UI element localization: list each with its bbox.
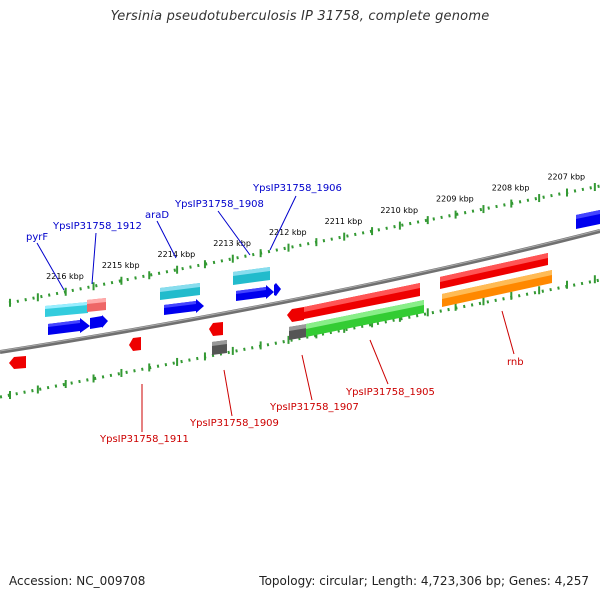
gene-red-small-2 <box>209 322 223 336</box>
gene-label-araD: araD <box>145 210 169 221</box>
gene-edge-blue-block <box>576 210 600 229</box>
lower-strand-features <box>9 270 552 369</box>
scale-label: 2212 kbp <box>269 228 307 237</box>
scale-label: 2215 kbp <box>102 261 140 270</box>
gene-label-YpsIP31758_1905: YpsIP31758_1905 <box>345 387 435 398</box>
gene-araD-block <box>160 283 200 300</box>
gene-label-YpsIP31758_1906: YpsIP31758_1906 <box>252 183 342 194</box>
lower-callout-lines <box>141 310 515 432</box>
gene-YpsIP31758_1907-block <box>289 324 307 340</box>
gene-label-YpsIP31758_1912: YpsIP31758_1912 <box>52 221 142 232</box>
accession-label: Accession: <box>9 574 73 588</box>
footer-accession: Accession: NC_009708 <box>9 574 145 588</box>
upper-callout-lines <box>36 195 297 291</box>
upper-strand-features <box>45 210 600 335</box>
scale-label: 2213 kbp <box>213 239 251 248</box>
length-value: 4,723,306 bp; <box>420 574 506 588</box>
gene-rnb-upper-block <box>440 253 548 289</box>
scale-label: 2210 kbp <box>380 206 418 215</box>
accession-value: NC_009708 <box>76 574 146 588</box>
scale-label: 2209 kbp <box>436 195 474 204</box>
topology-label: Topology: <box>259 574 316 588</box>
gene-label-YpsIP31758_1907: YpsIP31758_1907 <box>269 402 359 413</box>
gene-pyrF-block <box>45 302 88 317</box>
topology-value: circular; <box>319 574 368 588</box>
lower-scale-track <box>0 275 600 400</box>
genes-value: 4,257 <box>554 574 589 588</box>
scale-label: 2208 kbp <box>492 184 530 193</box>
gene-small-red-arrow <box>129 337 141 351</box>
gene-label-YpsIP31758_1911: YpsIP31758_1911 <box>99 434 189 445</box>
upper-scale-track <box>8 183 600 307</box>
gene-YpsIP31758_1911-arrow <box>9 356 26 369</box>
scale-label: 2211 kbp <box>325 217 363 226</box>
gene-label-YpsIP31758_1908: YpsIP31758_1908 <box>174 199 264 210</box>
gene-YpsIP31758_1908-block <box>233 267 270 285</box>
gene-araD-arrow <box>164 299 204 315</box>
gene-YpsIP31758_1908-arrow <box>236 285 274 301</box>
map-title: Yersinia pseudotuberculosis IP 31758, co… <box>110 9 490 24</box>
scale-labels: 2216 kbp 2215 kbp 2214 kbp 2213 kbp 2212 kbp… <box>46 173 585 281</box>
gene-YpsIP31758_1905-block <box>306 300 424 337</box>
scale-label: 2207 kbp <box>547 173 585 182</box>
gene-red-upper-block <box>304 283 420 319</box>
scale-label: 2216 kbp <box>46 272 84 281</box>
scale-label: 2214 kbp <box>158 250 196 259</box>
gene-label-rnb: rnb <box>507 357 524 368</box>
gene-label-YpsIP31758_1909: YpsIP31758_1909 <box>189 418 279 429</box>
gene-YpsIP31758_1912-block <box>87 298 106 312</box>
gene-YpsIP31758_1907-arrow <box>287 307 304 322</box>
gene-YpsIP31758_1909-block <box>212 340 227 355</box>
footer-stats: Topology: circular; Length: 4,723,306 bp… <box>259 574 589 588</box>
gene-label-pyrF: pyrF <box>26 232 48 243</box>
genes-label: Genes: <box>508 574 551 588</box>
length-label: Length: <box>371 574 418 588</box>
gene-YpsIP31758_1906-arrow <box>274 283 281 296</box>
gene-pyrF-arrow <box>48 318 90 335</box>
genome-backbone <box>0 229 600 354</box>
gene-rnb-block <box>442 270 552 307</box>
gene-YpsIP31758_1912-arrow <box>90 315 108 329</box>
